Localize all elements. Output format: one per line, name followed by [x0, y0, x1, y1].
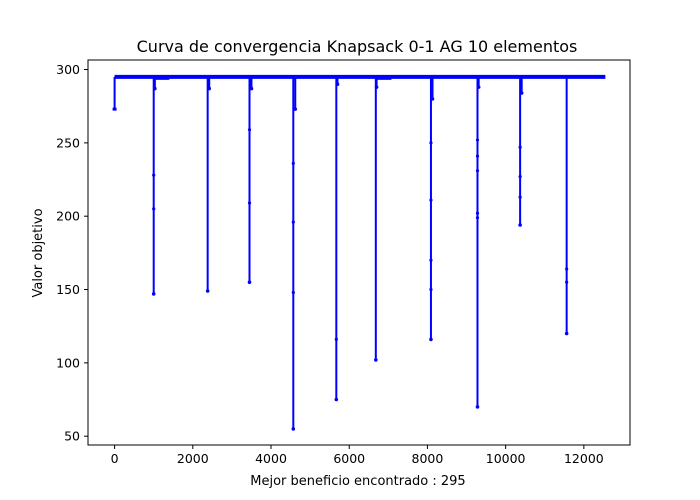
series-point	[152, 207, 156, 211]
x-tick-label: 12000	[564, 451, 604, 466]
chart-title: Curva de convergencia Knapsack 0-1 AG 10…	[137, 37, 578, 56]
series-point	[247, 128, 252, 132]
series-point	[152, 173, 156, 177]
y-tick-label: 200	[56, 209, 80, 224]
series-point	[429, 141, 433, 145]
series-point	[518, 195, 522, 199]
x-tick-label: 10000	[486, 451, 526, 466]
series-point	[334, 337, 338, 341]
spike-min-point	[247, 280, 252, 285]
objective-value-series	[112, 74, 606, 431]
spike-min-point	[429, 337, 433, 342]
spike-min-point	[151, 292, 156, 296]
y-tick-label: 50	[64, 429, 80, 444]
spike-min-point	[293, 107, 298, 111]
spike-min-point	[335, 82, 340, 86]
series-point	[291, 161, 295, 165]
series-point	[565, 267, 569, 271]
series-point	[475, 216, 480, 220]
series-point	[429, 258, 433, 262]
x-tick-label: 8000	[412, 451, 444, 466]
spike-min-point	[205, 289, 210, 293]
y-axis-ticks: 50 100 150 200 250 300	[56, 62, 88, 444]
y-tick-label: 250	[56, 135, 80, 150]
y-tick-label: 150	[56, 282, 80, 297]
x-tick-label: 4000	[255, 451, 287, 466]
x-tick-label: 0	[111, 451, 119, 466]
spike-min-point	[374, 358, 378, 362]
series-point	[475, 138, 480, 142]
x-axis-label: Mejor beneficio encontrado : 295	[250, 474, 465, 489]
series-point	[429, 198, 433, 202]
series-point	[518, 175, 522, 179]
series-point	[475, 211, 480, 215]
spike-min-point	[475, 405, 480, 409]
x-tick-label: 6000	[333, 451, 365, 466]
series-point	[565, 280, 569, 284]
series-point	[429, 287, 433, 292]
y-tick-label: 300	[56, 62, 80, 77]
series-point	[291, 290, 295, 295]
series-point	[291, 220, 295, 224]
spike-min-point	[430, 97, 435, 101]
y-axis-label: Valor objetivo	[31, 208, 46, 297]
spike-min-point	[564, 331, 569, 336]
plot-frame	[87, 59, 631, 446]
series-point	[475, 154, 480, 158]
spike-min-point	[519, 91, 524, 95]
series-point	[247, 201, 252, 205]
spike-min-point	[207, 86, 212, 91]
spike-min-point	[249, 86, 254, 91]
x-tick-label: 2000	[177, 451, 209, 466]
spike-min-point	[518, 223, 522, 227]
spike-min-point	[476, 85, 481, 89]
y-tick-label: 100	[56, 355, 80, 370]
spike-min-point	[153, 86, 157, 91]
spike-min-point	[374, 85, 379, 89]
series-point	[518, 145, 522, 149]
spike-min-point	[334, 397, 339, 402]
x-axis-ticks: 0 2000 4000 6000 8000 10000 12000	[111, 445, 604, 466]
spike-min-point	[291, 427, 296, 431]
series-point	[475, 169, 480, 173]
